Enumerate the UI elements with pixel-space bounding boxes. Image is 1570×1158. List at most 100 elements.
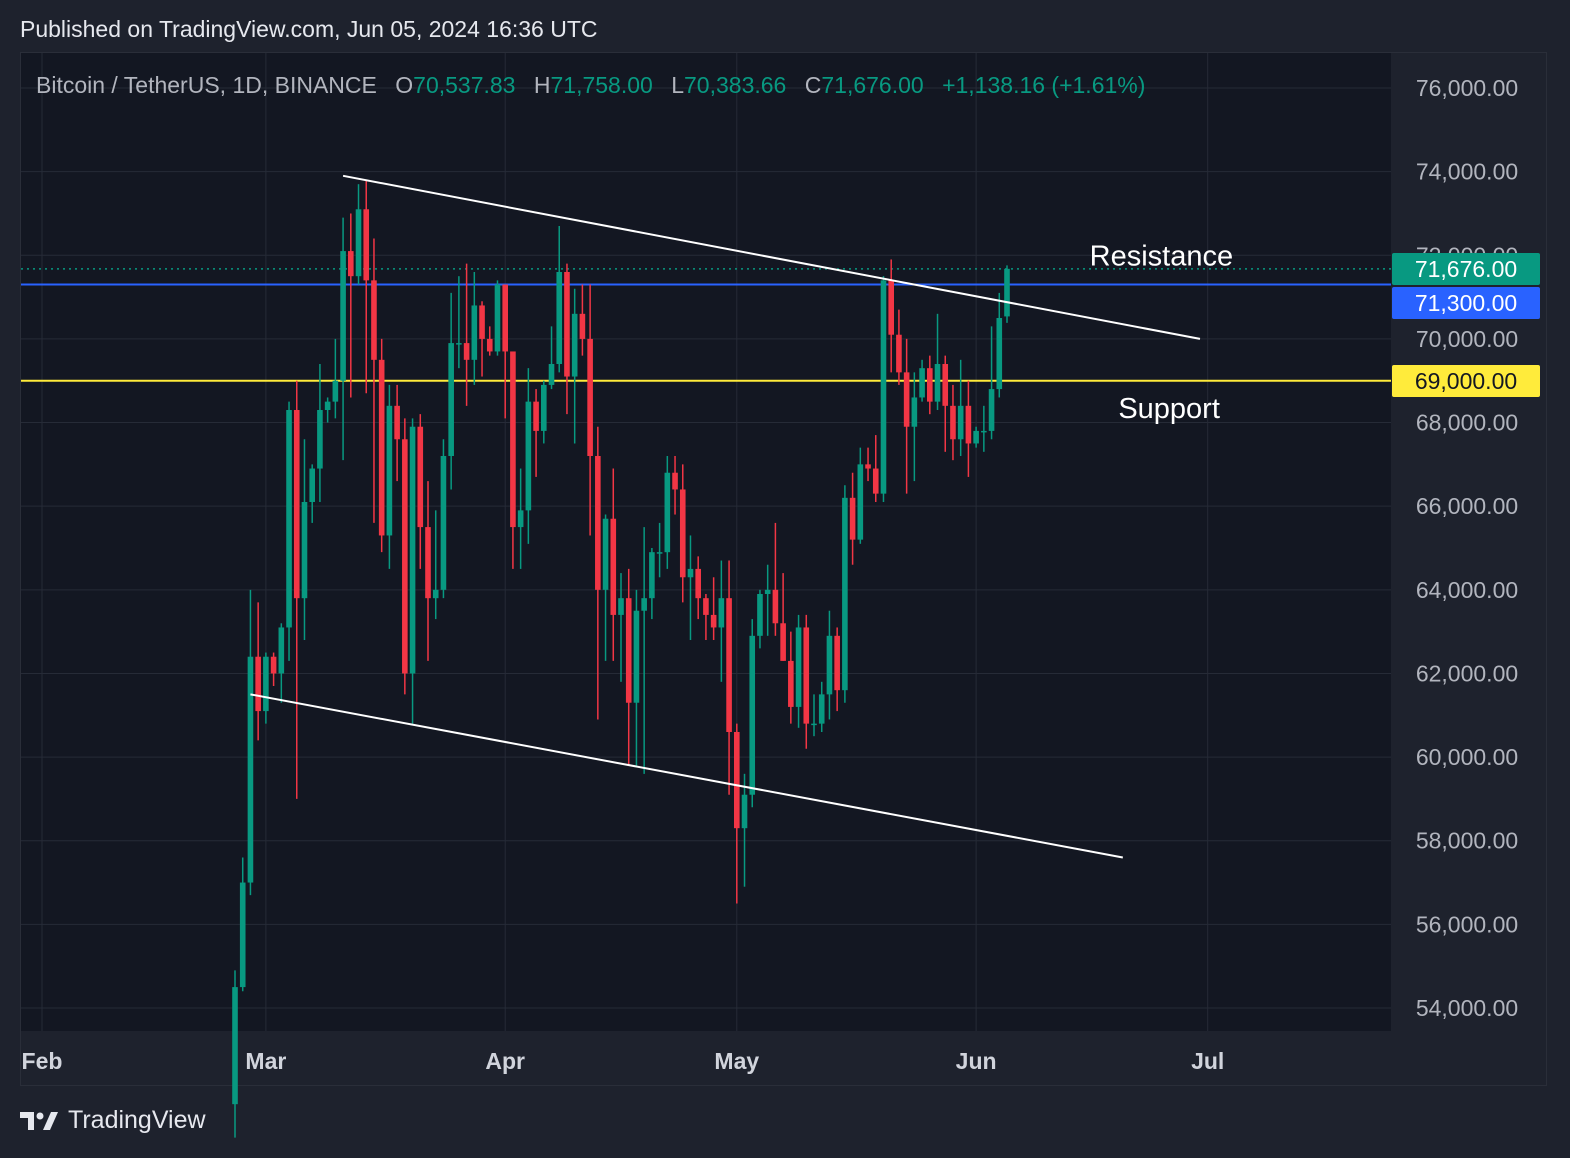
candle: [927, 355, 933, 415]
candle-body: [602, 518, 609, 590]
candle: [386, 384, 393, 569]
candle-body: [973, 430, 979, 444]
candle: [903, 338, 910, 494]
candle: [625, 568, 632, 766]
candle: [332, 338, 339, 419]
candle-body: [734, 732, 740, 829]
x-tick-label: Jun: [956, 1048, 997, 1074]
tradingview-logo-icon[interactable]: [20, 1110, 60, 1132]
y-tick-label: 60,000.00: [1416, 744, 1518, 770]
high-label: H: [533, 72, 551, 98]
candle: [649, 548, 655, 620]
candle-body: [525, 401, 532, 511]
price-axis[interactable]: 76,000.0074,000.0072,000.0070,000.0068,0…: [1416, 75, 1518, 1021]
y-tick-label: 70,000.00: [1416, 326, 1518, 352]
plot-area: [21, 53, 1391, 1031]
candle-body: [556, 272, 563, 364]
candle-body: [942, 364, 949, 406]
candle: [317, 364, 323, 502]
candle: [595, 426, 601, 720]
candle-body: [432, 589, 439, 599]
candle: [355, 184, 362, 285]
candle-body: [1004, 268, 1010, 317]
x-tick-label: May: [714, 1048, 759, 1074]
candle-body: [927, 368, 933, 402]
candle: [602, 514, 609, 661]
candle-body: [649, 552, 655, 599]
candle-body: [571, 313, 578, 377]
candle: [857, 447, 864, 544]
candle: [409, 418, 416, 724]
candle: [432, 510, 439, 620]
candle: [641, 527, 647, 774]
candle: [664, 456, 671, 569]
candle: [463, 263, 470, 406]
candle: [718, 560, 725, 682]
candle-body: [618, 598, 624, 615]
candle: [587, 284, 593, 536]
candle: [270, 652, 277, 686]
candle-body: [880, 280, 887, 494]
candle-body: [872, 468, 879, 494]
candle: [525, 368, 532, 544]
candle: [826, 610, 833, 720]
candle-body: [726, 598, 732, 732]
candle-body: [386, 405, 393, 536]
price-label-bg: [1392, 253, 1540, 285]
candle: [301, 439, 308, 640]
candle: [1004, 265, 1010, 323]
candle-body: [479, 305, 485, 339]
candle: [494, 280, 501, 356]
candle: [309, 464, 315, 523]
candle-body: [772, 589, 779, 624]
candle-body: [232, 987, 238, 1105]
candle-body: [301, 502, 308, 599]
candle-body: [718, 598, 725, 628]
candle-body: [672, 472, 678, 490]
candle: [780, 573, 786, 661]
symbol-label[interactable]: Bitcoin / TetherUS, 1D, BINANCE: [36, 72, 377, 98]
candle: [842, 485, 848, 703]
candle: [348, 213, 354, 398]
candle-body: [988, 389, 995, 431]
candle: [471, 272, 478, 385]
candle: [479, 301, 485, 377]
candle: [486, 326, 493, 356]
candle: [996, 292, 1003, 398]
candle-body: [471, 305, 478, 360]
candle: [695, 556, 701, 620]
candle: [402, 418, 408, 695]
ohlc-legend: Bitcoin / TetherUS, 1D, BINANCE O70,537.…: [36, 72, 1145, 99]
candle: [818, 681, 825, 732]
candle: [502, 284, 508, 419]
candle-body: [633, 610, 640, 703]
price-label-text: 71,300.00: [1415, 290, 1517, 316]
brand-name[interactable]: TradingView: [68, 1106, 206, 1134]
candle: [734, 723, 740, 904]
candle-body: [826, 635, 833, 695]
y-tick-label: 54,000.00: [1416, 995, 1518, 1021]
candle-body: [595, 456, 601, 590]
candle: [679, 464, 686, 603]
candle: [425, 481, 431, 661]
price-label-text: 71,676.00: [1415, 256, 1517, 282]
candle: [687, 535, 694, 640]
time-axis[interactable]: Feb Mar Apr May Jun Jul: [22, 1048, 1225, 1074]
candle-body: [263, 656, 269, 712]
candle-body: [996, 318, 1003, 390]
candle: [764, 564, 771, 636]
candle-body: [795, 627, 802, 707]
upper-trendline: [342, 174, 1201, 340]
candle-body: [803, 627, 810, 724]
candle-body: [957, 405, 964, 440]
candle: [247, 589, 254, 896]
candle: [293, 380, 300, 799]
candle-body: [293, 410, 300, 599]
y-tick-label: 64,000.00: [1416, 577, 1518, 603]
price-label-bg: [1392, 287, 1540, 319]
candle-body: [934, 364, 941, 402]
candle-body: [270, 656, 277, 674]
chart-frame: [20, 52, 1547, 1086]
candle-body: [857, 464, 864, 540]
